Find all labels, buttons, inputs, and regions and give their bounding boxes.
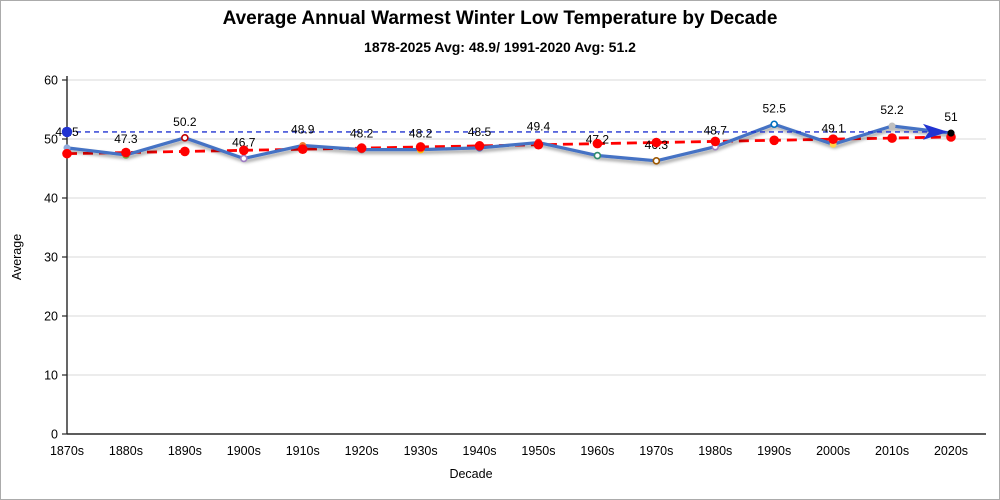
x-tick-label: 1990s xyxy=(757,444,791,458)
data-label: 48.9 xyxy=(291,122,315,136)
data-label: 49.4 xyxy=(527,120,551,134)
data-label: 49.1 xyxy=(821,121,845,135)
x-tick-label: 1940s xyxy=(463,444,497,458)
y-tick-label: 0 xyxy=(51,428,58,442)
data-label: 47.3 xyxy=(114,132,138,146)
x-tick-label: 2000s xyxy=(816,444,850,458)
data-point-marker xyxy=(181,134,189,142)
data-point-marker xyxy=(888,122,896,130)
y-tick-label: 30 xyxy=(44,251,58,265)
trend-dot xyxy=(887,133,897,143)
trend-dot xyxy=(592,138,603,149)
x-tick-label: 1930s xyxy=(404,444,438,458)
data-point-marker xyxy=(593,151,602,160)
trend-dot xyxy=(474,141,485,151)
reference-start-marker xyxy=(61,126,73,138)
data-line xyxy=(65,122,953,163)
data-label: 50.2 xyxy=(173,115,197,129)
x-tick-label: 1960s xyxy=(580,444,614,458)
data-label: 52.2 xyxy=(880,103,904,117)
data-label: 48.5 xyxy=(468,125,492,139)
trendline xyxy=(66,135,952,156)
trend-dot xyxy=(651,137,662,148)
data-label: 48.2 xyxy=(409,127,433,141)
x-tick-label: 1900s xyxy=(227,444,261,458)
y-tick-label: 10 xyxy=(44,369,58,383)
trend-dot xyxy=(828,134,838,144)
x-tick-label: 1870s xyxy=(50,444,84,458)
data-label: 48.7 xyxy=(704,124,728,138)
trend-dot xyxy=(533,139,544,150)
y-tick-label: 40 xyxy=(44,192,58,206)
trend-dot xyxy=(356,143,367,153)
data-label: 51 xyxy=(944,110,958,124)
reference-arrow-icon xyxy=(923,123,948,140)
trend-dot xyxy=(239,145,249,156)
trend-dot xyxy=(180,146,190,157)
x-tick-label: 1950s xyxy=(521,444,555,458)
trend-dot xyxy=(121,147,131,158)
trend-dot xyxy=(415,142,426,152)
data-label: 46.7 xyxy=(232,135,256,149)
trend-dot xyxy=(710,136,721,147)
x-axis-title: Decade xyxy=(449,467,492,481)
trend-dot xyxy=(297,144,308,155)
data-label: 52.5 xyxy=(763,101,787,115)
data-label: 48.2 xyxy=(350,127,374,141)
x-tick-label: 2010s xyxy=(875,444,909,458)
x-tick-label: 1980s xyxy=(698,444,732,458)
x-tick-label: 1880s xyxy=(109,444,143,458)
chart-subtitle: 1878-2025 Avg: 48.9/ 1991-2020 Avg: 51.2 xyxy=(364,39,636,55)
y-tick-label: 60 xyxy=(44,74,58,88)
x-tick-label: 1920s xyxy=(345,444,379,458)
y-tick-label: 50 xyxy=(44,133,58,147)
x-tick-label: 2020s xyxy=(934,444,968,458)
data-point-marker xyxy=(770,120,779,129)
data-point-marker xyxy=(240,154,248,163)
x-tick-label: 1890s xyxy=(168,444,202,458)
y-tick-label: 20 xyxy=(44,310,58,324)
trend-dot xyxy=(769,135,779,146)
data-point-marker xyxy=(652,157,661,165)
y-axis-title: Average xyxy=(10,234,24,280)
data-point-marker xyxy=(947,129,955,137)
x-tick-label: 1970s xyxy=(639,444,673,458)
x-tick-label: 1910s xyxy=(286,444,320,458)
trend-dot xyxy=(62,148,72,159)
chart-title: Average Annual Warmest Winter Low Temper… xyxy=(222,8,778,29)
